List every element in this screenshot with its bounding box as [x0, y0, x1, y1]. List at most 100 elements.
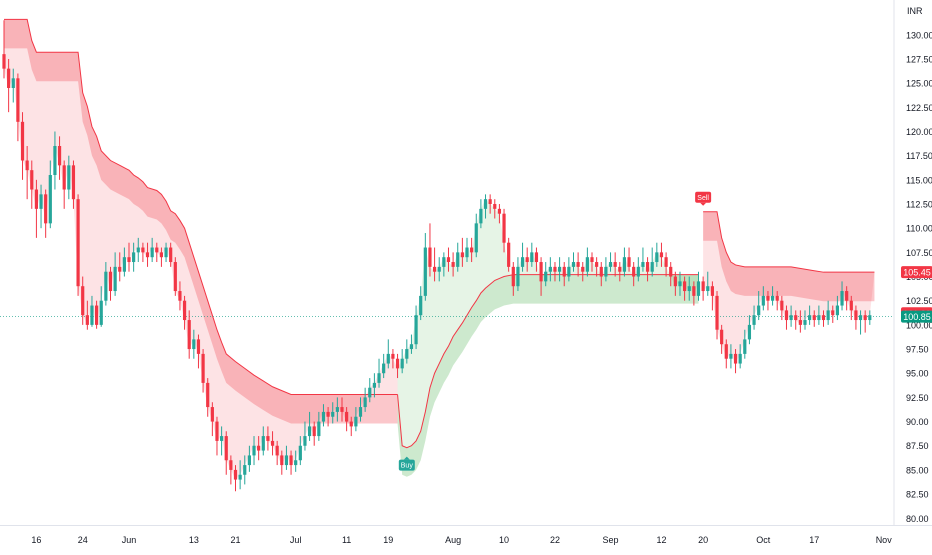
y-tick-label: 85.00 — [906, 465, 929, 475]
candle-body — [210, 407, 214, 422]
x-tick-label: 24 — [78, 535, 88, 545]
price-label-box — [901, 310, 932, 323]
candle-body — [141, 247, 145, 253]
candle-body — [493, 204, 497, 209]
x-tick-label: Jun — [122, 535, 137, 545]
candle-body — [701, 281, 705, 292]
candle-body — [206, 382, 210, 408]
price-label-layer: 105.45101.20100.85 — [901, 266, 932, 323]
candle-body — [150, 247, 154, 258]
candle-body — [798, 320, 802, 325]
y-tick-label: 117.50 — [906, 151, 932, 161]
candle-body — [571, 262, 576, 267]
candle-body — [752, 315, 756, 325]
candle-body — [164, 247, 168, 258]
candle-body — [442, 257, 446, 267]
candle-body — [317, 421, 321, 437]
candle-body — [39, 194, 43, 209]
candle-body — [326, 411, 330, 417]
candle-body — [858, 315, 863, 321]
candle-body — [345, 411, 349, 422]
x-tick-label: 12 — [656, 535, 666, 545]
candle-body — [497, 208, 502, 214]
y-tick-label: 92.50 — [906, 393, 929, 403]
candle-body — [812, 315, 816, 321]
candle-body — [377, 373, 381, 383]
candle-body — [414, 315, 418, 345]
currency-label: INR — [907, 6, 923, 16]
candle-body — [465, 247, 469, 258]
stop-down-2-line — [703, 211, 875, 273]
candle-body — [845, 291, 849, 301]
candle-body — [400, 358, 404, 369]
buy-signal-badge — [398, 459, 415, 471]
y-tick-label: 110.00 — [906, 224, 932, 234]
candle-body — [67, 165, 71, 190]
candle-body — [405, 349, 409, 359]
candle-body — [340, 407, 344, 412]
stop-down-2-band — [703, 211, 875, 302]
candle-body — [775, 295, 779, 301]
candle-body — [335, 407, 339, 412]
candle-body — [178, 291, 182, 301]
candle-body — [122, 257, 126, 272]
signal-layer: Buy Sell — [398, 191, 712, 471]
candle-body — [520, 257, 525, 267]
candle-body — [724, 344, 728, 359]
candle-body — [733, 353, 738, 364]
candle-body — [710, 286, 714, 296]
candle-body — [113, 266, 117, 292]
candle-body — [11, 78, 15, 88]
candle-body — [289, 455, 293, 466]
y-tick-label: 95.00 — [906, 369, 929, 379]
candle-body — [863, 315, 867, 321]
y-tick-label: 97.50 — [906, 345, 929, 355]
candle-body — [835, 305, 839, 316]
candle-body — [470, 247, 474, 253]
candle-body — [275, 445, 279, 456]
candle-body — [312, 426, 316, 437]
candle-body — [650, 262, 654, 272]
candle-body — [229, 460, 233, 470]
candle-body — [16, 78, 20, 122]
candle-body — [544, 271, 548, 282]
candle-body — [687, 286, 691, 292]
candle-body — [502, 213, 506, 243]
candle-body — [808, 315, 812, 321]
candle-body — [99, 300, 103, 325]
candle-body — [460, 252, 464, 258]
candle-body — [145, 252, 150, 258]
candle-body — [451, 262, 455, 267]
candle-body — [789, 315, 793, 321]
candle-body — [270, 440, 275, 446]
candle-body — [581, 266, 585, 272]
candle-body — [284, 455, 289, 466]
candle-body — [196, 339, 201, 354]
stop-line-layer — [0, 18, 893, 449]
candle-body — [636, 266, 640, 277]
x-tick-label: Nov — [876, 535, 893, 545]
candle-body — [321, 411, 326, 422]
candle-body — [479, 208, 483, 224]
candle-body — [159, 252, 164, 258]
candle-body — [761, 295, 765, 306]
y-tick-label: 120.00 — [906, 127, 932, 137]
buy-signal-label: Buy — [401, 463, 414, 470]
candle-body — [720, 329, 724, 345]
candle-body — [201, 353, 205, 383]
candle-body — [57, 146, 62, 166]
candle-body — [641, 262, 645, 267]
candle-body — [409, 344, 414, 350]
x-tick-label: 10 — [499, 535, 509, 545]
stop-up-fill — [397, 199, 699, 448]
candle-body — [30, 170, 34, 190]
candle-body — [821, 315, 826, 321]
candle-body — [706, 286, 710, 292]
candle-body — [595, 262, 599, 267]
candle-body — [849, 300, 853, 311]
x-tick-label: 19 — [383, 535, 393, 545]
candle-body — [432, 266, 437, 272]
